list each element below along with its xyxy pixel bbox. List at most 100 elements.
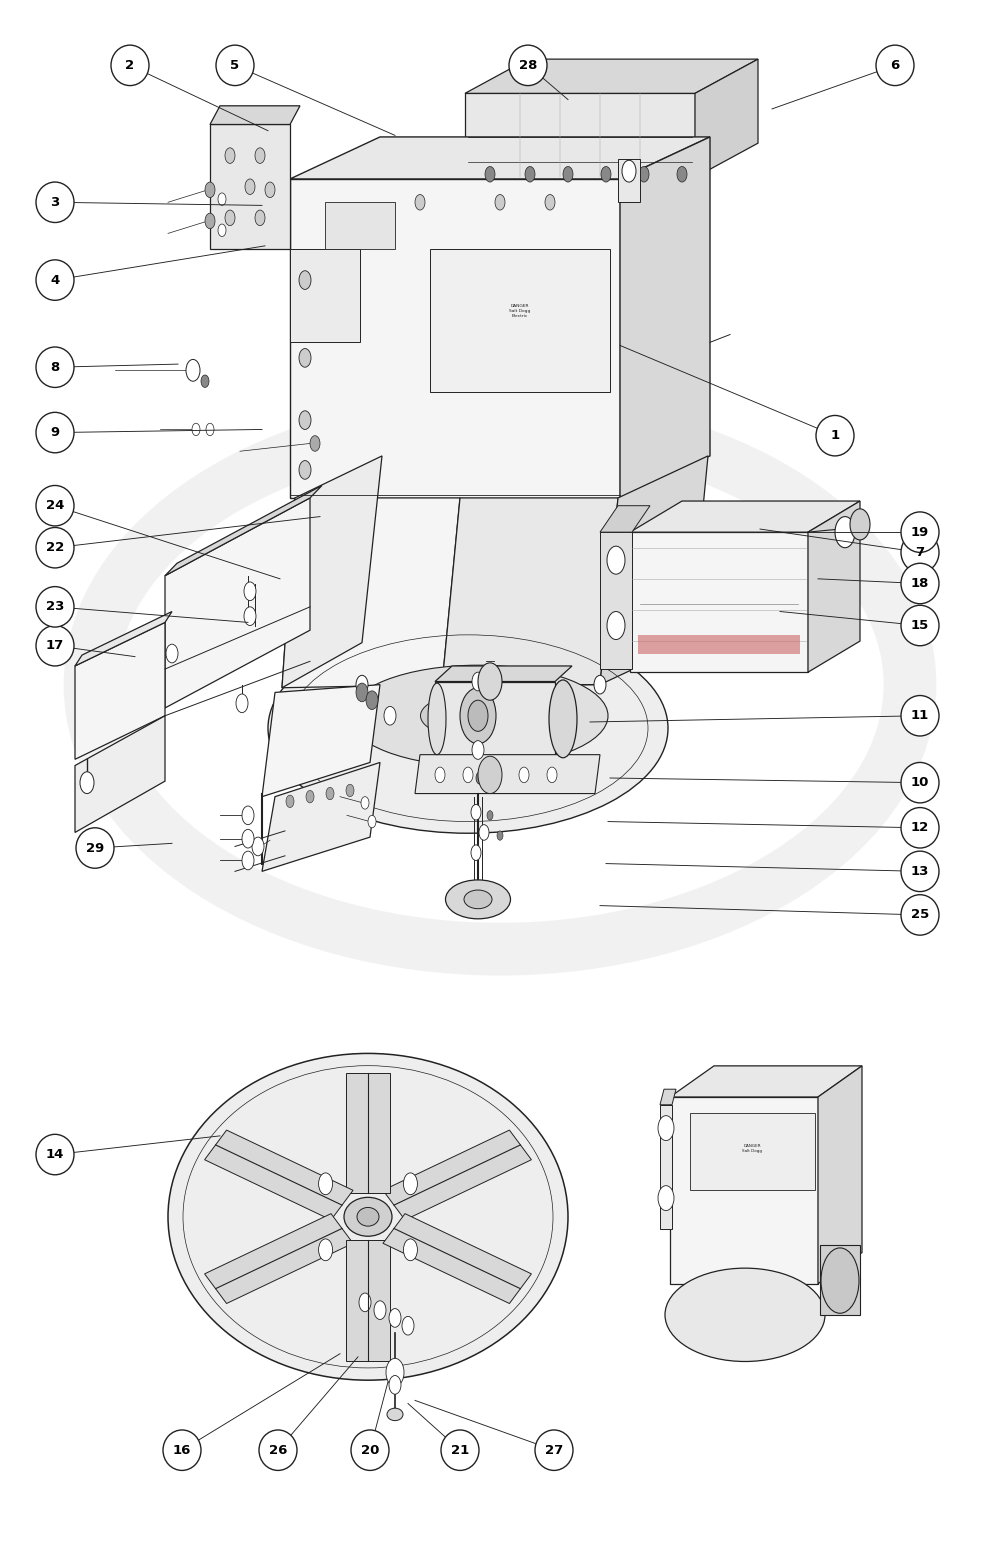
Circle shape bbox=[299, 349, 311, 367]
Ellipse shape bbox=[464, 890, 492, 909]
Polygon shape bbox=[210, 106, 300, 124]
Circle shape bbox=[658, 1186, 674, 1211]
Polygon shape bbox=[415, 755, 600, 794]
Circle shape bbox=[497, 831, 503, 840]
Text: DANGER
Salt Dogg: DANGER Salt Dogg bbox=[742, 1144, 762, 1153]
Circle shape bbox=[435, 767, 445, 783]
Text: 11: 11 bbox=[911, 710, 929, 722]
Circle shape bbox=[478, 756, 502, 794]
Circle shape bbox=[485, 166, 495, 182]
Circle shape bbox=[403, 1239, 417, 1260]
Polygon shape bbox=[75, 716, 165, 832]
Ellipse shape bbox=[428, 683, 446, 755]
Polygon shape bbox=[670, 1066, 862, 1097]
Circle shape bbox=[472, 672, 484, 691]
Circle shape bbox=[478, 663, 502, 700]
Polygon shape bbox=[630, 501, 860, 532]
Polygon shape bbox=[630, 532, 808, 672]
Ellipse shape bbox=[901, 851, 939, 892]
Text: 20: 20 bbox=[361, 1444, 379, 1456]
Polygon shape bbox=[660, 1105, 672, 1229]
Text: 1: 1 bbox=[830, 429, 840, 442]
Circle shape bbox=[594, 675, 606, 694]
Ellipse shape bbox=[36, 587, 74, 627]
Polygon shape bbox=[290, 137, 710, 179]
Polygon shape bbox=[282, 498, 460, 688]
Circle shape bbox=[389, 1376, 401, 1394]
Polygon shape bbox=[690, 1113, 815, 1190]
Circle shape bbox=[415, 194, 425, 210]
Circle shape bbox=[319, 1239, 333, 1260]
Text: 22: 22 bbox=[46, 541, 64, 554]
Polygon shape bbox=[808, 501, 860, 672]
Polygon shape bbox=[75, 622, 165, 759]
Polygon shape bbox=[465, 93, 695, 177]
Ellipse shape bbox=[549, 680, 577, 758]
Polygon shape bbox=[435, 682, 555, 755]
Polygon shape bbox=[600, 456, 708, 685]
Ellipse shape bbox=[535, 1430, 573, 1470]
Text: 24: 24 bbox=[46, 499, 64, 512]
Text: 26: 26 bbox=[269, 1444, 287, 1456]
Text: 19: 19 bbox=[911, 526, 929, 538]
Ellipse shape bbox=[36, 1134, 74, 1175]
Circle shape bbox=[384, 706, 396, 725]
Ellipse shape bbox=[259, 1430, 297, 1470]
Circle shape bbox=[472, 741, 484, 759]
Ellipse shape bbox=[387, 1408, 403, 1421]
Text: 23: 23 bbox=[46, 601, 64, 613]
Ellipse shape bbox=[36, 260, 74, 300]
Ellipse shape bbox=[665, 1268, 825, 1362]
Polygon shape bbox=[442, 498, 618, 685]
Circle shape bbox=[402, 1316, 414, 1335]
Text: 16: 16 bbox=[173, 1444, 191, 1456]
Circle shape bbox=[487, 811, 493, 820]
Polygon shape bbox=[165, 485, 322, 576]
Circle shape bbox=[479, 825, 489, 840]
Circle shape bbox=[186, 359, 200, 381]
Circle shape bbox=[225, 148, 235, 163]
Circle shape bbox=[607, 546, 625, 574]
Circle shape bbox=[166, 644, 178, 663]
Text: 13: 13 bbox=[911, 865, 929, 878]
Circle shape bbox=[463, 767, 473, 783]
Polygon shape bbox=[346, 1240, 390, 1360]
Text: 29: 29 bbox=[86, 842, 104, 854]
Ellipse shape bbox=[268, 622, 668, 834]
Ellipse shape bbox=[36, 347, 74, 387]
Circle shape bbox=[491, 767, 501, 783]
Circle shape bbox=[242, 806, 254, 825]
Circle shape bbox=[265, 182, 275, 198]
Ellipse shape bbox=[344, 1198, 392, 1235]
Polygon shape bbox=[618, 159, 640, 202]
Ellipse shape bbox=[901, 532, 939, 573]
Circle shape bbox=[319, 1173, 333, 1195]
Circle shape bbox=[622, 160, 636, 182]
Polygon shape bbox=[820, 1245, 860, 1315]
Circle shape bbox=[361, 797, 369, 809]
Text: 2: 2 bbox=[125, 59, 135, 72]
Ellipse shape bbox=[901, 895, 939, 935]
Ellipse shape bbox=[36, 182, 74, 223]
Circle shape bbox=[456, 710, 480, 747]
Ellipse shape bbox=[901, 808, 939, 848]
Text: EQUIPMENT: EQUIPMENT bbox=[380, 636, 620, 671]
Ellipse shape bbox=[36, 412, 74, 453]
Ellipse shape bbox=[901, 696, 939, 736]
Circle shape bbox=[560, 706, 572, 725]
Circle shape bbox=[242, 829, 254, 848]
Polygon shape bbox=[346, 1074, 390, 1193]
Text: 27: 27 bbox=[545, 1444, 563, 1456]
Ellipse shape bbox=[36, 485, 74, 526]
Ellipse shape bbox=[216, 45, 254, 86]
Ellipse shape bbox=[901, 563, 939, 604]
Circle shape bbox=[403, 1173, 417, 1195]
Circle shape bbox=[495, 194, 505, 210]
Polygon shape bbox=[695, 59, 758, 177]
Ellipse shape bbox=[168, 1053, 568, 1380]
Circle shape bbox=[460, 688, 496, 744]
Ellipse shape bbox=[509, 45, 547, 86]
Text: 6: 6 bbox=[890, 59, 900, 72]
Polygon shape bbox=[262, 762, 380, 871]
Circle shape bbox=[218, 193, 226, 205]
